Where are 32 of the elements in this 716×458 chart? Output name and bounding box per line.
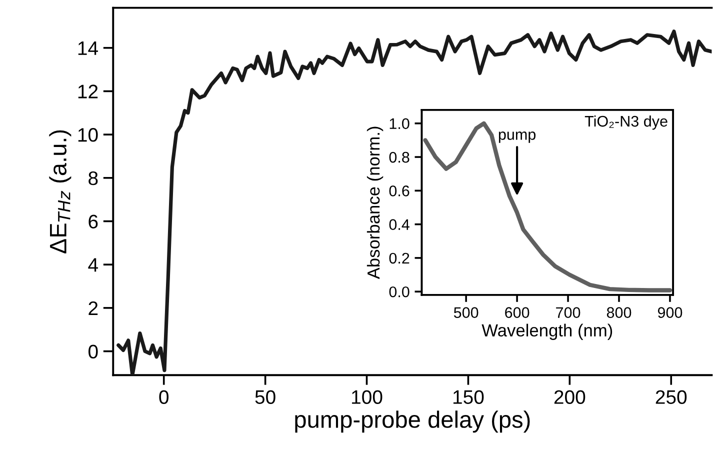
y-tick-label: 12 bbox=[78, 84, 98, 98]
y-tick-label: 2 bbox=[88, 301, 98, 315]
y-axis-title: ΔE$_{THz}$ (a.u.) bbox=[49, 130, 72, 254]
y-tick-label: 1.0 bbox=[390, 118, 410, 130]
y-tick-label: 8 bbox=[88, 171, 98, 186]
line-series bbox=[116, 30, 712, 376]
x-tick-label: 200 bbox=[554, 390, 586, 404]
y-tick-label: 10 bbox=[78, 128, 98, 142]
y-tick-label: 6 bbox=[88, 214, 98, 228]
x-tick-label: 0 bbox=[159, 390, 168, 404]
x-tick-label: 50 bbox=[255, 390, 276, 404]
x-tick-label: 900 bbox=[658, 307, 682, 318]
x-tick-label: 100 bbox=[352, 390, 382, 404]
x-axis-title: pump-probe delay (ps) bbox=[295, 410, 530, 433]
y-tick-label: 0.0 bbox=[389, 286, 410, 298]
annotation: pump bbox=[498, 132, 536, 143]
y-tick-label: 14 bbox=[78, 42, 98, 55]
y-tick-label: 0.8 bbox=[389, 152, 410, 163]
x-tick-label: 500 bbox=[454, 307, 478, 318]
x-tick-label: 700 bbox=[556, 307, 580, 318]
x-axis-title: Wavelength (nm) bbox=[482, 324, 612, 340]
y-tick-label: 0.2 bbox=[389, 252, 410, 264]
x-tick-label: 800 bbox=[606, 307, 632, 318]
y-tick-label: 0 bbox=[88, 344, 98, 358]
y-axis-title: Absorbance (norm.) bbox=[366, 126, 384, 280]
y-tick-label: 0.4 bbox=[389, 219, 410, 230]
y-tick-label: 4 bbox=[88, 258, 98, 272]
x-tick-label: 250 bbox=[656, 390, 687, 404]
x-tick-label: 150 bbox=[453, 390, 484, 404]
x-tick-label: 600 bbox=[505, 307, 530, 318]
y-tick-label: 0.6 bbox=[389, 186, 410, 196]
annotation: TiO₂-N3 dye bbox=[584, 115, 668, 130]
